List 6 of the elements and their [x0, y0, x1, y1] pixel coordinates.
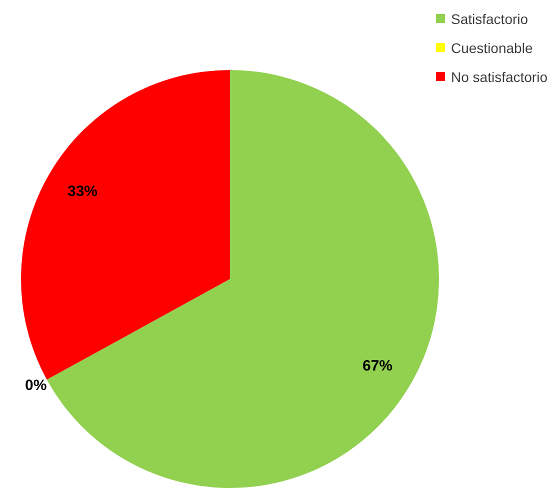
data-label: 67%: [362, 357, 393, 374]
legend-label: Satisfactorio: [451, 10, 528, 26]
legend-label: Cuestionable: [451, 40, 533, 56]
data-label: 33%: [67, 182, 98, 200]
legend-label: No satisfactorio: [451, 68, 548, 84]
text: 0%: [25, 376, 47, 394]
